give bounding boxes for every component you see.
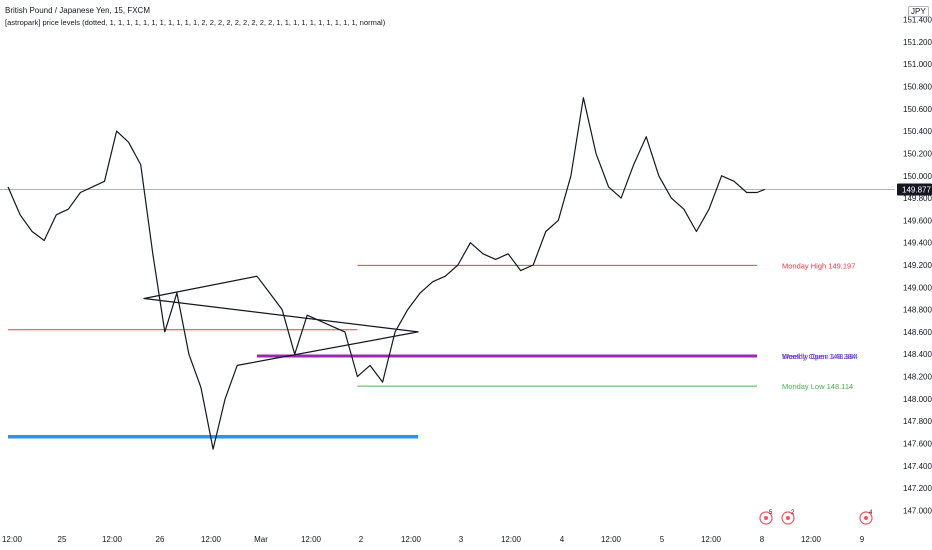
y-tick-label: 149.200 [903, 261, 932, 270]
price-level-label: Weekly Open 148.384 [782, 352, 856, 361]
x-tick-label: 12:00 [501, 535, 522, 544]
x-tick-label: 12:00 [601, 535, 622, 544]
last-price-tag [897, 183, 932, 196]
y-tick-label: 150.600 [903, 105, 932, 114]
event-icon-dot [786, 516, 790, 520]
y-tick-label: 148.600 [903, 328, 932, 337]
price-level-label: Monday Low 148.114 [782, 382, 853, 391]
y-tick-label: 147.600 [903, 439, 932, 448]
y-tick-label: 149.800 [903, 194, 932, 203]
y-tick-label: 151.400 [903, 16, 932, 25]
y-tick-label: 148.200 [903, 373, 932, 382]
event-icon[interactable]: 2 [781, 510, 795, 525]
x-tick-label: 25 [58, 535, 67, 544]
x-tick-label: 12:00 [102, 535, 123, 544]
x-tick-label: 8 [760, 535, 765, 544]
x-tick-label: 12:00 [401, 535, 422, 544]
y-tick-label: 148.000 [903, 395, 932, 404]
y-tick-label: 151.200 [903, 38, 932, 47]
y-tick-label: 147.800 [903, 417, 932, 426]
chart-title: British Pound / Japanese Yen, 15, FXCM [5, 6, 150, 15]
x-tick-label: 3 [459, 535, 464, 544]
y-tick-label: 149.600 [903, 216, 932, 225]
y-tick-label: 147.400 [903, 462, 932, 471]
x-tick-label: 12:00 [301, 535, 322, 544]
x-tick-label: 4 [560, 535, 565, 544]
y-tick-label: 147.200 [903, 484, 932, 493]
x-tick-label: 12:00 [2, 535, 23, 544]
y-tick-label: 148.800 [903, 306, 932, 315]
last-price-label: 149.877 [902, 185, 931, 194]
y-tick-label: 150.000 [903, 172, 932, 181]
currency-badge[interactable]: JPY [908, 6, 929, 17]
y-tick-label: 151.000 [903, 60, 932, 69]
price-level-label: Monthly Open 148.384 [782, 352, 858, 361]
x-tick-label: 12:00 [701, 535, 722, 544]
event-icon[interactable]: 4 [859, 510, 873, 525]
y-tick-label: 147.000 [903, 506, 932, 515]
y-tick-label: 150.200 [903, 149, 932, 158]
x-tick-label: 5 [660, 535, 665, 544]
event-count: 5 [769, 510, 773, 516]
price-series-line [7, 97, 765, 450]
indicator-legend[interactable]: [astropark] price levels (dotted, 1, 1, … [5, 18, 386, 27]
price-level-label: Monday High 149.197 [782, 261, 855, 270]
x-tick-label: Mar [254, 535, 268, 544]
x-tick-label: 12:00 [801, 535, 822, 544]
event-count: 2 [791, 510, 795, 516]
y-tick-label: 148.400 [903, 350, 932, 359]
event-icon[interactable]: 5 [759, 510, 773, 525]
x-tick-label: 9 [860, 535, 865, 544]
y-tick-label: 149.400 [903, 239, 932, 248]
x-tick-label: 26 [156, 535, 165, 544]
y-tick-label: 149.000 [903, 283, 932, 292]
y-tick-label: 150.800 [903, 83, 932, 92]
event-icon-dot [764, 516, 768, 520]
x-tick-label: 2 [359, 535, 364, 544]
event-icon-dot [864, 516, 868, 520]
event-count: 4 [869, 510, 873, 516]
x-tick-label: 12:00 [201, 535, 222, 544]
y-tick-label: 150.400 [903, 127, 932, 136]
